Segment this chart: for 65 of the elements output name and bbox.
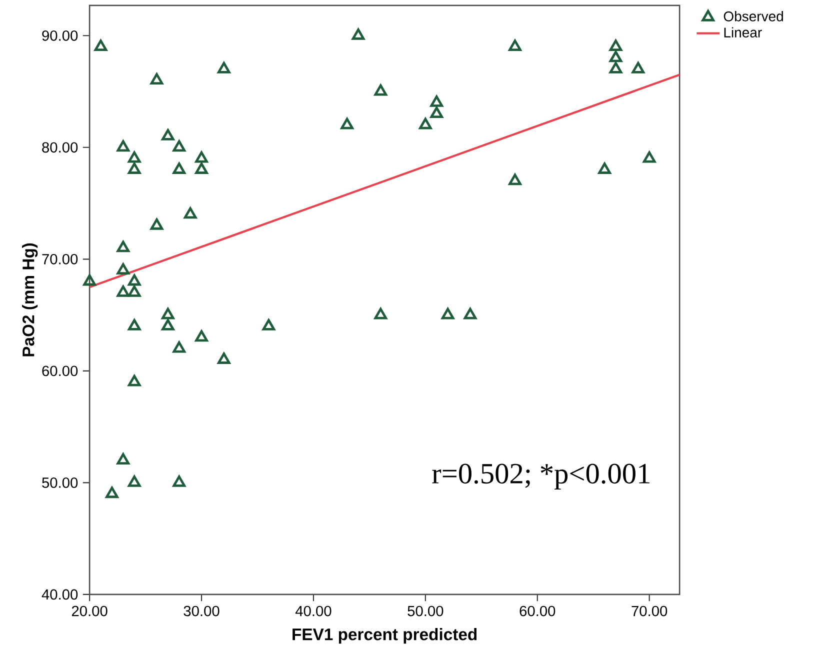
point xyxy=(172,341,186,353)
point xyxy=(195,151,208,163)
point xyxy=(632,62,645,74)
y-tick-label: 80.00 xyxy=(42,142,78,153)
point xyxy=(609,50,622,62)
point xyxy=(195,162,208,174)
point xyxy=(116,453,130,465)
point xyxy=(172,475,186,487)
point xyxy=(609,40,622,52)
point xyxy=(150,73,164,85)
point xyxy=(374,308,388,320)
point xyxy=(340,118,354,130)
point xyxy=(172,162,186,174)
point xyxy=(352,28,365,40)
point xyxy=(116,285,130,297)
point xyxy=(94,40,108,52)
point xyxy=(508,174,522,186)
y-axis-title: PaO2 (mm Hg) xyxy=(22,243,38,356)
point xyxy=(642,151,656,163)
y-tick-label: 90.00 xyxy=(42,30,78,41)
x-tick-label: 20.00 xyxy=(72,606,108,616)
point xyxy=(128,274,141,286)
x-tick-label: 70.00 xyxy=(632,606,668,616)
point xyxy=(116,263,130,275)
x-tick-label: 30.00 xyxy=(184,606,220,616)
point xyxy=(508,40,522,52)
point xyxy=(441,308,454,320)
annotation: r=0.502; *p<0.001 xyxy=(432,464,650,490)
point xyxy=(128,374,141,386)
x-tick-label: 60.00 xyxy=(520,606,556,616)
point xyxy=(609,62,622,74)
point xyxy=(262,319,276,330)
y-tick-label: 60.00 xyxy=(42,366,78,376)
y-tick-label: 40.00 xyxy=(42,589,78,600)
point xyxy=(218,352,230,364)
legend-label: Linear xyxy=(724,27,762,38)
point xyxy=(218,62,230,74)
x-tick-label: 50.00 xyxy=(408,606,444,616)
point xyxy=(195,330,208,342)
point xyxy=(162,308,174,320)
point xyxy=(172,140,186,152)
point xyxy=(430,106,444,118)
point xyxy=(128,162,141,174)
x-axis-title: FEV1 percent predicted xyxy=(292,628,477,644)
point xyxy=(464,308,477,320)
point xyxy=(116,240,130,252)
point xyxy=(374,84,388,96)
point xyxy=(419,118,432,130)
point xyxy=(116,140,130,152)
y-tick-label: 50.00 xyxy=(42,478,78,488)
y-tick-label: 70.00 xyxy=(42,254,78,264)
point xyxy=(430,95,444,107)
legend-label: Observed xyxy=(724,11,783,22)
point xyxy=(184,207,197,219)
point xyxy=(162,319,174,330)
point xyxy=(598,162,611,174)
point xyxy=(162,129,174,140)
point xyxy=(150,218,164,230)
point xyxy=(83,274,96,286)
point xyxy=(128,475,141,487)
point xyxy=(128,285,141,297)
point xyxy=(128,319,141,330)
point xyxy=(128,151,141,163)
x-tick-label: 40.00 xyxy=(295,606,332,616)
point xyxy=(106,486,118,498)
